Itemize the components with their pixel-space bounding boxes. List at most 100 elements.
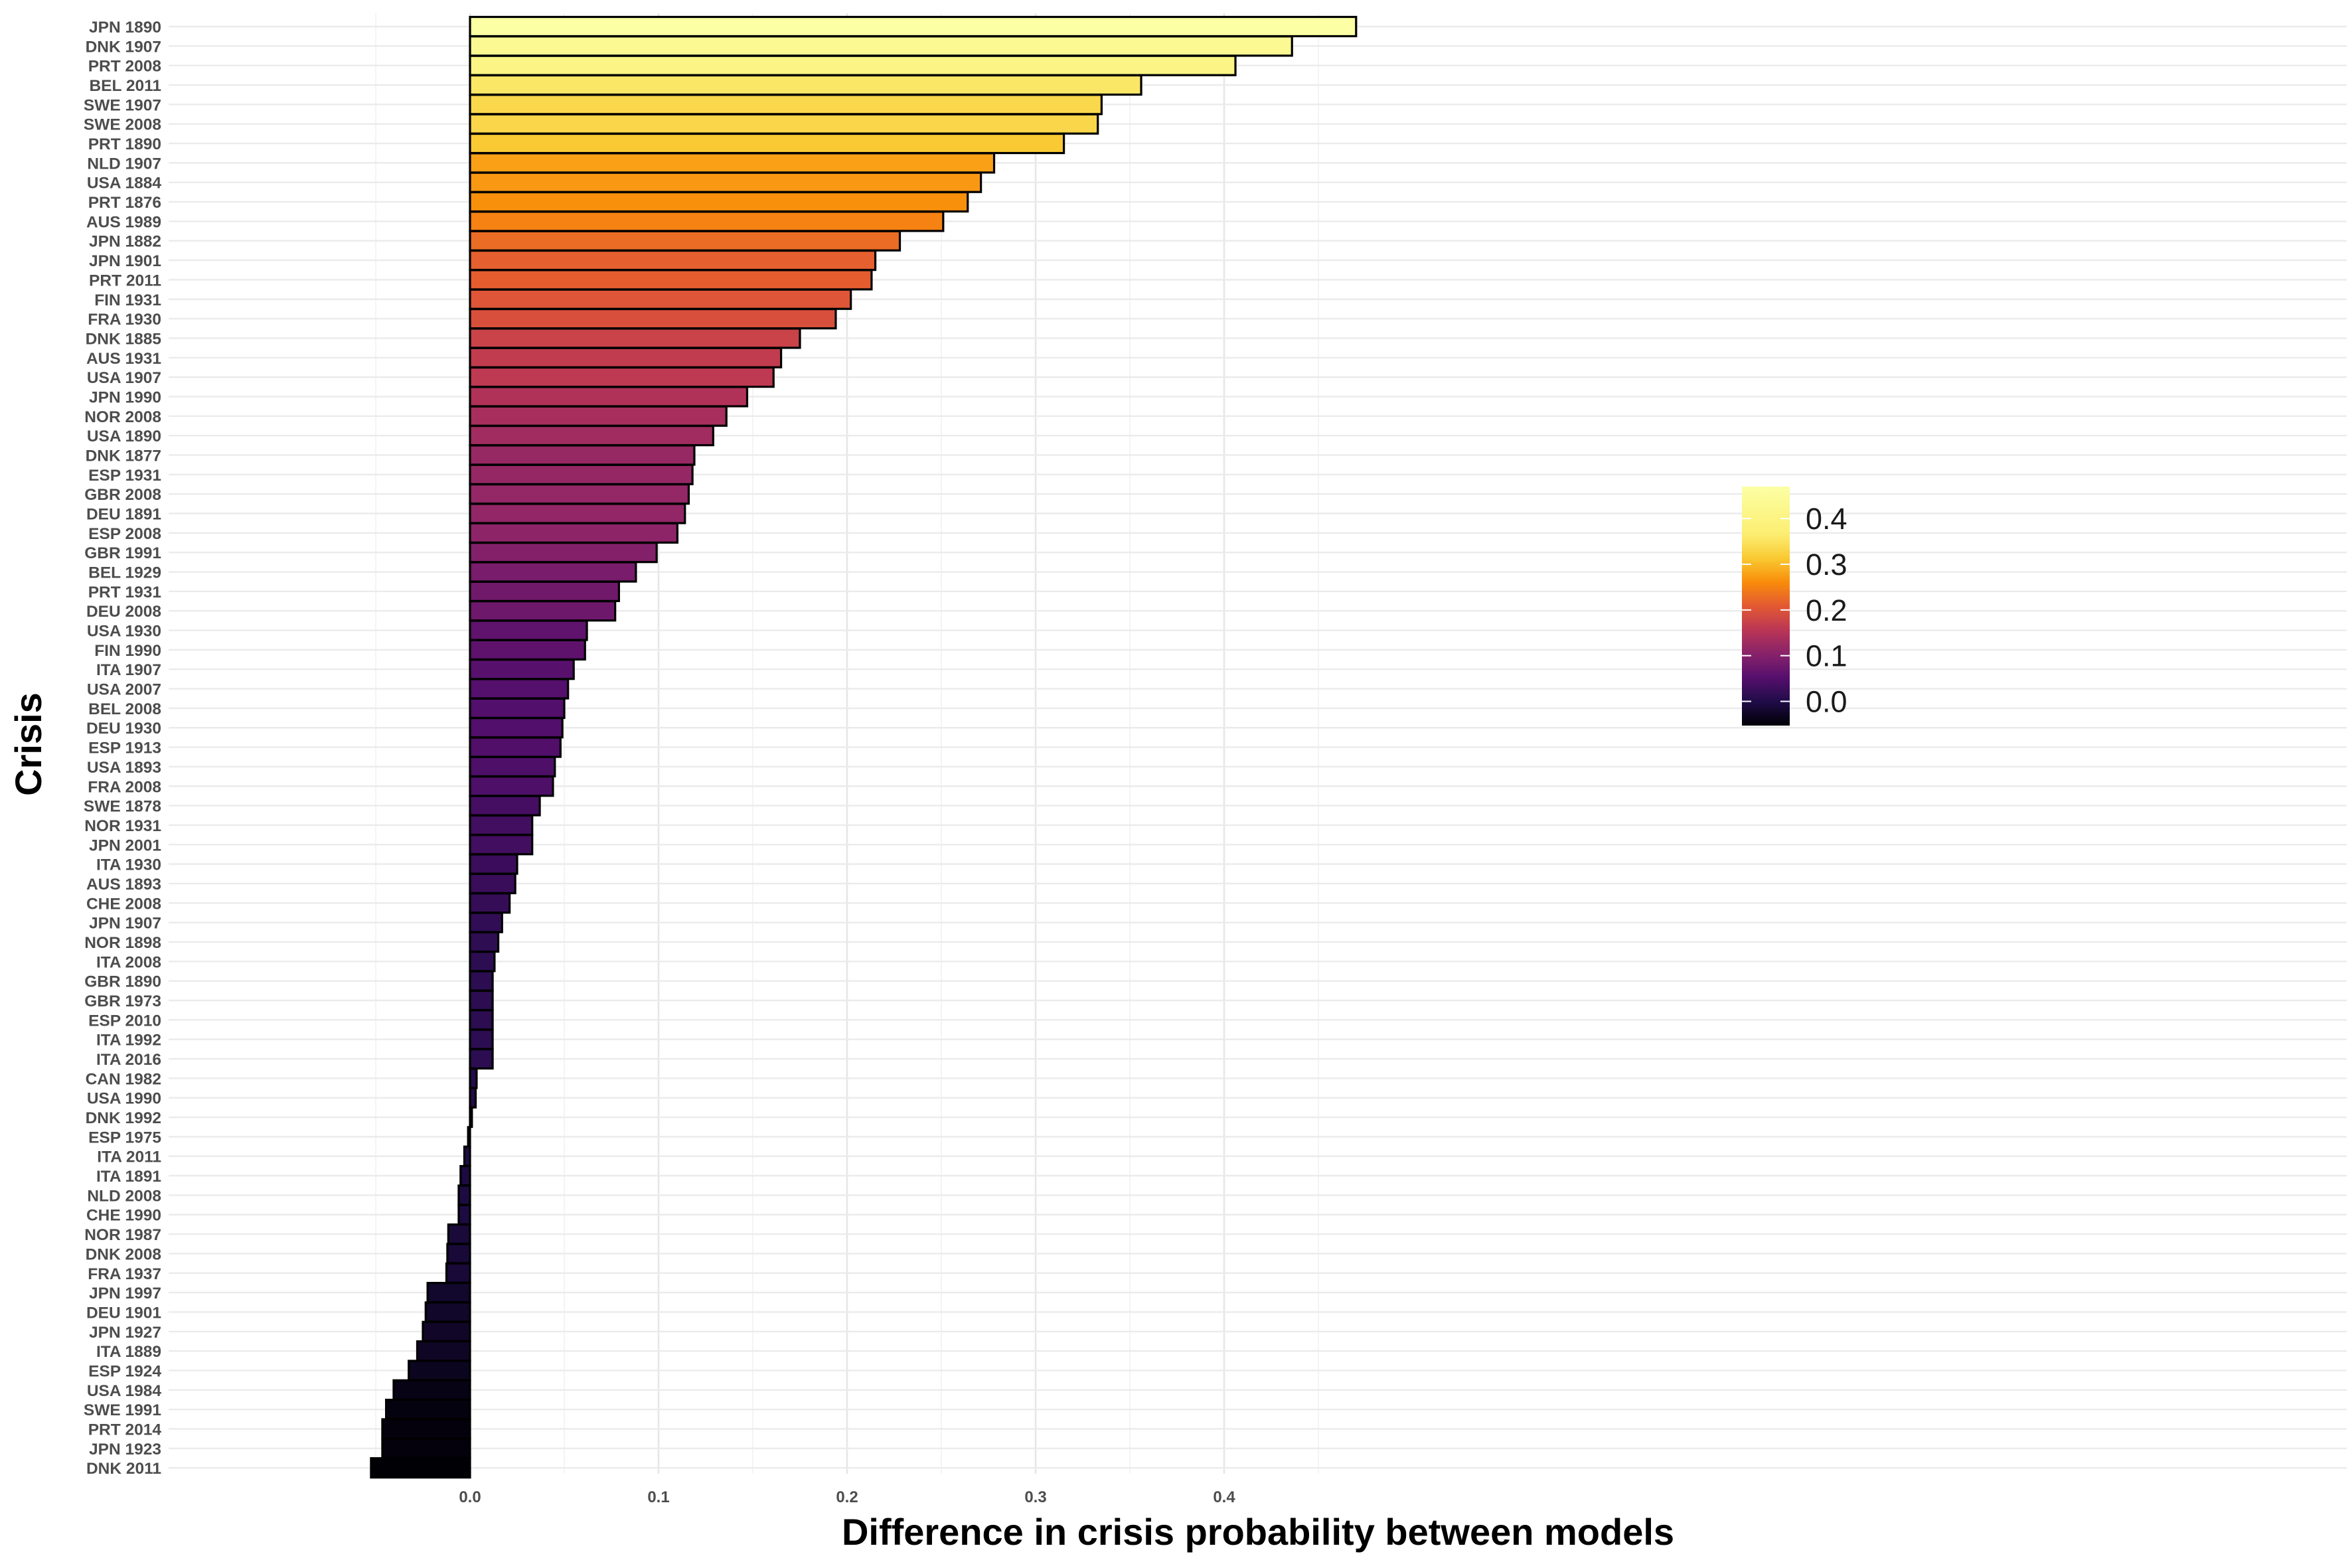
bar (469, 600, 617, 622)
y-tick-label: ITA 2008 (96, 953, 161, 971)
bar (408, 1360, 471, 1381)
bar (469, 152, 996, 174)
bar (469, 931, 500, 953)
y-tick-label: SWE 1878 (84, 798, 161, 816)
y-tick-label: SWE 1907 (84, 96, 161, 114)
bar (469, 366, 775, 388)
bar (469, 132, 1065, 155)
y-tick-label: BEL 2011 (89, 77, 161, 95)
y-tick-label: ITA 1891 (96, 1168, 161, 1186)
y-tick-label: DNK 1885 (86, 330, 161, 348)
bar (469, 327, 801, 349)
bar (469, 347, 783, 368)
y-tick-label: PRT 1931 (88, 584, 161, 601)
bar (469, 54, 1237, 76)
bar (469, 580, 620, 602)
bar (469, 522, 678, 544)
y-tick-label: FRA 2008 (88, 778, 161, 796)
x-tick-labels: 0.0 0.1 0.2 0.3 0.4 (459, 1488, 1235, 1506)
y-tick-label: GBR 1991 (84, 544, 161, 562)
bar (469, 308, 837, 330)
y-tick-label: PRT 2011 (89, 272, 161, 289)
y-tick-label: DNK 1877 (86, 447, 161, 465)
y-tick-label: USA 1930 (87, 623, 161, 641)
bar (469, 678, 570, 700)
y-tick-label: PRT 2008 (88, 58, 161, 76)
y-tick-label: USA 1984 (87, 1382, 162, 1400)
bar (469, 989, 494, 1012)
y-tick-label: NLD 1907 (87, 155, 161, 173)
bar (469, 386, 749, 408)
y-tick-label: NOR 1898 (84, 934, 161, 952)
bar (469, 1087, 477, 1109)
bar (469, 911, 503, 933)
colorbar-ticks: 0.0 0.1 0.2 0.3 0.4 (1742, 502, 1847, 719)
bar (469, 659, 575, 680)
y-tick-label: JPN 1907 (89, 915, 161, 933)
bar (469, 94, 1103, 116)
bar (469, 639, 586, 661)
y-tick-label: DEU 1901 (86, 1304, 161, 1322)
y-tick-label: JPN 1901 (89, 252, 161, 270)
x-tick-label: 0.4 (1213, 1488, 1235, 1506)
bar (469, 795, 541, 817)
y-tick-label: ESP 2008 (88, 525, 161, 543)
y-tick-label: USA 1893 (87, 759, 161, 777)
bar (469, 249, 877, 272)
bar (422, 1320, 471, 1342)
bar (381, 1437, 471, 1459)
y-tick-label: NOR 1987 (84, 1226, 161, 1244)
y-tick-label: FRA 1937 (88, 1265, 161, 1283)
bar (426, 1281, 471, 1304)
y-tick-label: GBR 2008 (84, 486, 161, 504)
bar (424, 1301, 471, 1323)
colorbar-label: 0.1 (1806, 639, 1847, 673)
y-tick-label: DEU 2008 (86, 603, 161, 621)
y-tick-label: JPN 1923 (89, 1441, 161, 1458)
y-tick-label: ITA 1930 (96, 856, 161, 874)
colorbar-label: 0.4 (1806, 502, 1847, 536)
y-tick-label: FRA 1930 (88, 311, 161, 329)
y-tick-label: GBR 1890 (84, 973, 161, 991)
bar (370, 1457, 471, 1479)
y-tick-label: ESP 1913 (88, 740, 161, 757)
y-tick-label: JPN 2001 (89, 836, 161, 854)
y-tick-label: FIN 1931 (94, 291, 161, 309)
bar (445, 1262, 471, 1284)
y-tick-label: USA 1884 (87, 175, 162, 193)
bar (469, 230, 902, 252)
bar (469, 425, 714, 447)
y-tick-label: PRT 1876 (88, 194, 161, 212)
colorbar-legend: 0.0 0.1 0.2 0.3 0.4 (1742, 487, 1847, 726)
y-tick-label: ITA 2011 (97, 1148, 161, 1166)
colorbar (1742, 487, 1790, 726)
y-tick-label: USA 1890 (87, 428, 161, 445)
y-tick-label: ESP 2010 (88, 1012, 161, 1030)
y-tick-label: SWE 1991 (84, 1401, 161, 1419)
bar (469, 483, 690, 505)
y-tick-label: ITA 2016 (96, 1051, 161, 1069)
bar (469, 171, 982, 193)
y-axis-title: Crisis (7, 692, 49, 796)
bar (469, 191, 969, 213)
y-tick-label: JPN 1990 (89, 388, 161, 406)
colorbar-label: 0.2 (1806, 593, 1847, 627)
bar (469, 951, 496, 973)
bar (469, 697, 566, 720)
bar (469, 755, 556, 778)
x-tick-label: 0.2 (836, 1488, 858, 1506)
bar (469, 1009, 494, 1031)
y-tick-label: AUS 1893 (86, 876, 161, 894)
bar (469, 717, 564, 739)
bar (469, 561, 637, 583)
y-tick-label: PRT 2014 (88, 1421, 162, 1439)
y-tick-label: CHE 2008 (86, 895, 161, 913)
bar (469, 736, 562, 758)
y-tick-label: JPN 1927 (89, 1324, 161, 1342)
bar (469, 814, 534, 836)
y-tick-label: DNK 1907 (86, 38, 161, 56)
y-tick-label: DNK 2011 (86, 1460, 161, 1478)
y-tick-label: SWE 2008 (84, 116, 161, 134)
bar (469, 503, 686, 524)
